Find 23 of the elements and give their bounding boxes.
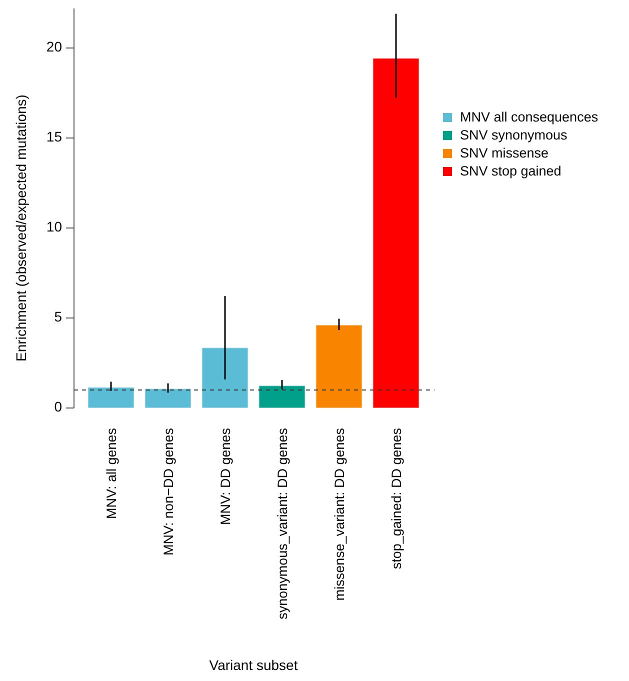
x-tick-label: MNV: DD genes (218, 428, 233, 526)
bar (258, 385, 306, 408)
y-tick-label: 15 (46, 128, 62, 145)
bar (315, 324, 363, 408)
legend-label: SNV synonymous (460, 128, 568, 143)
x-tick-label: MNV: non−DD genes (161, 428, 176, 556)
bar (372, 58, 420, 408)
bar (201, 347, 249, 408)
y-tick-label: 10 (46, 218, 62, 235)
y-tick-label: 0 (54, 398, 62, 415)
bar (87, 386, 135, 408)
x-tick-label: stop_gained: DD genes (389, 428, 404, 570)
x-tick-label: missense_variant: DD genes (332, 428, 347, 601)
bar (144, 388, 192, 408)
y-axis-title: Enrichment (observed/expected mutations) (13, 94, 29, 362)
x-tick-label: synonymous_variant: DD genes (275, 428, 290, 620)
y-tick-label: 20 (46, 38, 62, 55)
y-tick-label: 5 (54, 308, 62, 325)
legend-label: SNV stop gained (460, 164, 562, 179)
x-axis-title: Variant subset (209, 657, 298, 673)
x-tick-label: MNV: all genes (104, 428, 119, 520)
legend-label: SNV missense (460, 146, 549, 161)
legend-label: MNV all consequences (460, 110, 598, 125)
